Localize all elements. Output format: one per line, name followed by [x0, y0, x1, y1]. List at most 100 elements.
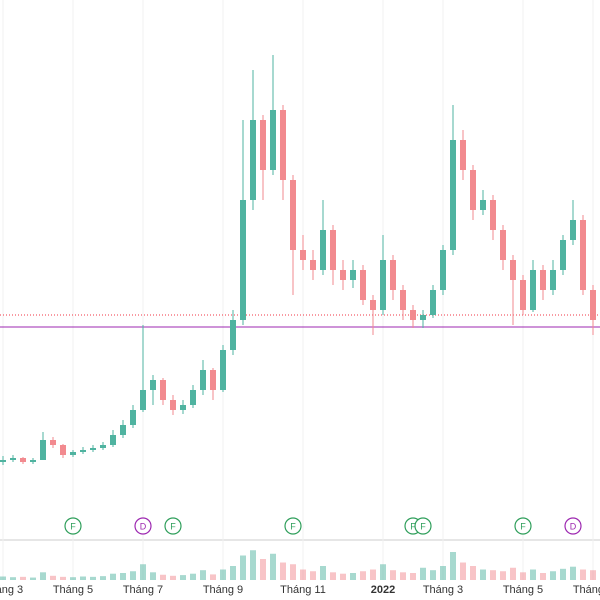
candle-body: [460, 140, 466, 170]
volume-bar: [480, 569, 486, 580]
volume-bar: [350, 573, 356, 580]
volume-bar: [540, 573, 546, 580]
candle-body: [320, 230, 326, 270]
volume-bar: [170, 575, 176, 580]
event-label: F: [520, 521, 526, 531]
volume-bar: [590, 570, 596, 580]
event-label: F: [70, 521, 76, 531]
x-tick-label: Tháng 5: [53, 584, 93, 596]
event-label: D: [140, 521, 147, 531]
event-marker: [284, 517, 302, 535]
volume-bar: [230, 566, 236, 580]
candle-body: [470, 170, 476, 210]
volume-bar: [510, 567, 516, 580]
volume-bar: [530, 569, 536, 580]
x-tick-label: Tháng 11: [280, 584, 326, 596]
candle-body: [40, 440, 46, 460]
candle-body: [410, 310, 416, 320]
volume-bar: [240, 555, 246, 580]
x-tick-label: Tháng 9: [203, 584, 243, 596]
volume-bar: [30, 577, 36, 580]
candle-body: [350, 270, 356, 280]
volume-bar: [0, 576, 6, 580]
candle-body: [490, 200, 496, 230]
candle-body: [520, 280, 526, 310]
candle-body: [390, 260, 396, 290]
candle-body: [450, 140, 456, 250]
volume-bar: [270, 553, 276, 580]
candle-body: [70, 452, 76, 455]
volume-bar: [120, 573, 126, 580]
volume-bar: [570, 566, 576, 580]
candle-body: [240, 200, 246, 320]
candle-body: [200, 370, 206, 390]
candle-body: [230, 320, 236, 350]
candle-body: [260, 120, 266, 170]
event-marker: [514, 517, 532, 535]
volume-bar: [360, 571, 366, 580]
event-marker: [414, 517, 432, 535]
volume-bar: [400, 572, 406, 580]
event-label: F: [410, 521, 416, 531]
candle-body: [80, 450, 86, 452]
volume-bar: [150, 572, 156, 580]
candle-body: [400, 290, 406, 310]
candle-body: [190, 390, 196, 405]
volume-bar: [100, 576, 106, 580]
x-tick-label: Tháng 6: [573, 584, 600, 596]
volume-bar: [460, 562, 466, 580]
candle-body: [160, 380, 166, 400]
volume-bar: [200, 570, 206, 580]
candle-body: [100, 445, 106, 448]
volume-bar: [560, 568, 566, 580]
candle-body: [590, 290, 596, 320]
candle-body: [370, 300, 376, 310]
candle-body: [580, 220, 586, 290]
volume-bar: [10, 577, 16, 580]
volume-bar: [190, 573, 196, 580]
candle-body: [340, 270, 346, 280]
candle-body: [330, 230, 336, 270]
x-tick-label: 2022: [371, 584, 395, 596]
candle-body: [120, 425, 126, 435]
event-label: F: [420, 521, 426, 531]
candle-body: [10, 458, 16, 460]
candle-body: [140, 390, 146, 410]
x-tick-label: Tháng 3: [0, 584, 23, 596]
candle-body: [560, 240, 566, 270]
candle-body: [30, 460, 36, 462]
candle-body: [90, 448, 96, 450]
volume-bar: [80, 576, 86, 580]
candle-body: [540, 270, 546, 290]
volume-bar: [70, 577, 76, 580]
volume-bar: [550, 571, 556, 580]
volume-bar: [410, 573, 416, 580]
volume-bar: [580, 569, 586, 580]
candle-body: [150, 380, 156, 390]
candle-body: [510, 260, 516, 280]
volume-bar: [50, 575, 56, 580]
volume-bar: [380, 564, 386, 580]
volume-bar: [60, 576, 66, 580]
candle-body: [130, 410, 136, 425]
candle-body: [480, 200, 486, 210]
volume-bar: [420, 567, 426, 580]
candle-body: [420, 315, 426, 320]
candle-body: [300, 250, 306, 260]
candle-body: [310, 260, 316, 270]
volume-bar: [370, 569, 376, 580]
candle-body: [250, 120, 256, 200]
volume-bar: [140, 564, 146, 580]
volume-bar: [220, 569, 226, 580]
candle-body: [20, 458, 26, 462]
volume-bar: [500, 571, 506, 580]
candle-body: [430, 290, 436, 315]
event-label: D: [570, 521, 577, 531]
candle-body: [380, 260, 386, 310]
volume-bar: [440, 566, 446, 580]
volume-bar: [250, 550, 256, 580]
event-marker: [64, 517, 82, 535]
candle-body: [60, 445, 66, 455]
candle-body: [220, 350, 226, 390]
volume-bar: [520, 572, 526, 580]
